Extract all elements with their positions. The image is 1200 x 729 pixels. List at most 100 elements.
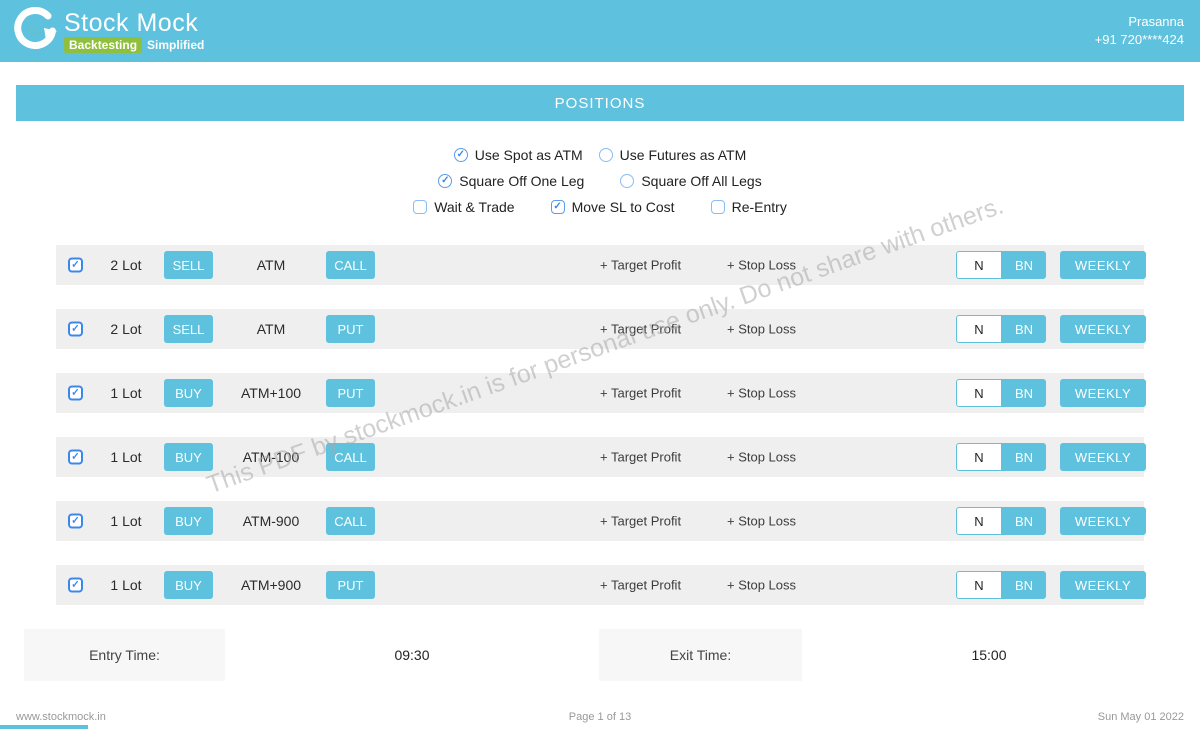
options-row-3: ✓ Wait & Trade ✓ Move SL to Cost ✓ Re-En… xyxy=(413,194,787,220)
index-n-button[interactable]: N xyxy=(956,443,1002,471)
add-stop-loss-button[interactable]: + Stop Loss xyxy=(727,257,797,273)
entry-time-label: Entry Time: xyxy=(24,629,225,681)
brand-suffix: Simplified xyxy=(147,37,205,52)
index-bn-button[interactable]: BN xyxy=(1002,571,1046,599)
option-type-button[interactable]: CALL xyxy=(326,443,375,471)
add-stop-loss-button[interactable]: + Stop Loss xyxy=(727,577,797,593)
brand-title: Stock Mock xyxy=(64,8,199,37)
positions-banner-title: POSITIONS xyxy=(554,94,646,112)
index-bn-button[interactable]: BN xyxy=(1002,443,1046,471)
option-type-button[interactable]: CALL xyxy=(326,251,375,279)
add-target-profit-button[interactable]: + Target Profit xyxy=(600,385,682,401)
option-use-spot-as-atm: ✓ Use Spot as ATM xyxy=(453,147,583,163)
add-stop-loss-button[interactable]: + Stop Loss xyxy=(727,513,797,529)
expiry-button[interactable]: WEEKLY xyxy=(1060,507,1146,535)
add-stop-loss-button[interactable]: + Stop Loss xyxy=(727,321,797,337)
lots-selector[interactable]: 2 Lot xyxy=(110,257,142,273)
lots-selector[interactable]: 1 Lot xyxy=(110,513,142,529)
footer-site-url: www.stockmock.in xyxy=(16,711,106,723)
index-toggle: N BN xyxy=(956,571,1046,599)
option-type-button[interactable]: PUT xyxy=(326,379,375,407)
option-label: Wait & Trade xyxy=(434,199,515,215)
option-use-futures-as-atm: ✓ Use Futures as ATM xyxy=(598,147,747,163)
strike-selector[interactable]: ATM xyxy=(256,321,286,337)
option-re-entry: ✓ Re-Entry xyxy=(710,199,787,215)
side-button[interactable]: BUY xyxy=(164,571,213,599)
check-icon: ✓ xyxy=(71,323,80,334)
index-toggle: N BN xyxy=(956,507,1046,535)
strike-selector[interactable]: ATM xyxy=(256,257,286,273)
expiry-button[interactable]: WEEKLY xyxy=(1060,443,1146,471)
move-sl-to-cost-checkbox[interactable]: ✓ xyxy=(550,200,565,214)
index-n-button[interactable]: N xyxy=(956,507,1002,535)
add-stop-loss-button[interactable]: + Stop Loss xyxy=(727,385,797,401)
check-icon: ✓ xyxy=(456,149,465,160)
row-checkbox[interactable]: ✓ xyxy=(68,449,83,465)
side-button[interactable]: SELL xyxy=(164,315,213,343)
strike-selector[interactable]: ATM-100 xyxy=(242,449,300,465)
index-n-button[interactable]: N xyxy=(956,315,1002,343)
expiry-button[interactable]: WEEKLY xyxy=(1060,571,1146,599)
index-toggle: N BN xyxy=(956,443,1046,471)
position-row-6: ✓ 1 Lot BUY ATM+900 PUT + Target Profit … xyxy=(56,565,1146,605)
re-entry-checkbox[interactable]: ✓ xyxy=(710,200,725,214)
brand-badge: Backtesting xyxy=(64,36,143,53)
side-button[interactable]: SELL xyxy=(164,251,213,279)
option-type-button[interactable]: PUT xyxy=(326,571,375,599)
add-target-profit-button[interactable]: + Target Profit xyxy=(600,449,682,465)
strike-selector[interactable]: ATM+900 xyxy=(240,577,302,593)
square-off-all-legs-checkbox[interactable]: ✓ xyxy=(620,174,635,188)
expiry-button[interactable]: WEEKLY xyxy=(1060,379,1146,407)
side-button[interactable]: BUY xyxy=(164,443,213,471)
lots-selector[interactable]: 1 Lot xyxy=(110,449,142,465)
index-n-button[interactable]: N xyxy=(956,379,1002,407)
time-settings: Entry Time: 09:30 Exit Time: 15:00 xyxy=(24,629,1176,681)
index-bn-button[interactable]: BN xyxy=(1002,315,1046,343)
entry-time-value[interactable]: 09:30 xyxy=(394,647,430,663)
use-spot-as-atm-checkbox[interactable]: ✓ xyxy=(453,148,468,162)
option-label: Move SL to Cost xyxy=(571,199,675,215)
side-button[interactable]: BUY xyxy=(164,379,213,407)
index-toggle: N BN xyxy=(956,315,1046,343)
square-off-one-leg-checkbox[interactable]: ✓ xyxy=(438,174,453,188)
index-bn-button[interactable]: BN xyxy=(1002,507,1046,535)
add-stop-loss-button[interactable]: + Stop Loss xyxy=(727,449,797,465)
row-checkbox[interactable]: ✓ xyxy=(68,513,83,529)
expiry-button[interactable]: WEEKLY xyxy=(1060,251,1146,279)
strike-selector[interactable]: ATM-900 xyxy=(242,513,300,529)
add-target-profit-button[interactable]: + Target Profit xyxy=(600,257,682,273)
index-n-button[interactable]: N xyxy=(956,571,1002,599)
option-type-button[interactable]: CALL xyxy=(326,507,375,535)
check-icon: ✓ xyxy=(71,387,80,398)
index-toggle: N BN xyxy=(956,251,1046,279)
wait-and-trade-checkbox[interactable]: ✓ xyxy=(413,200,428,214)
option-type-button[interactable]: PUT xyxy=(326,315,375,343)
index-bn-button[interactable]: BN xyxy=(1002,251,1046,279)
stockmock-logo-icon xyxy=(10,5,58,58)
option-label: Use Futures as ATM xyxy=(619,147,747,163)
strategy-options: ✓ Use Spot as ATM ✓ Use Futures as ATM ✓… xyxy=(0,142,1200,220)
side-button[interactable]: BUY xyxy=(164,507,213,535)
brand: Stock Mock Backtesting Simplified xyxy=(10,5,204,58)
user-name: Prasanna xyxy=(1128,14,1184,29)
row-checkbox[interactable]: ✓ xyxy=(68,321,83,337)
add-target-profit-button[interactable]: + Target Profit xyxy=(600,321,682,337)
use-futures-as-atm-checkbox[interactable]: ✓ xyxy=(598,148,613,162)
lots-selector[interactable]: 2 Lot xyxy=(110,321,142,337)
lots-selector[interactable]: 1 Lot xyxy=(110,385,142,401)
row-checkbox[interactable]: ✓ xyxy=(68,385,83,401)
strike-selector[interactable]: ATM+100 xyxy=(240,385,302,401)
lots-selector[interactable]: 1 Lot xyxy=(110,577,142,593)
next-page-corner-strip xyxy=(0,725,88,729)
index-bn-button[interactable]: BN xyxy=(1002,379,1046,407)
row-checkbox[interactable]: ✓ xyxy=(68,577,83,593)
exit-time-value[interactable]: 15:00 xyxy=(971,647,1007,663)
expiry-button[interactable]: WEEKLY xyxy=(1060,315,1146,343)
index-n-button[interactable]: N xyxy=(956,251,1002,279)
positions-banner: POSITIONS xyxy=(16,85,1184,121)
row-checkbox[interactable]: ✓ xyxy=(68,257,83,273)
add-target-profit-button[interactable]: + Target Profit xyxy=(600,577,682,593)
user-info: Prasanna +91 720****424 xyxy=(1095,13,1184,49)
check-icon: ✓ xyxy=(441,175,450,186)
add-target-profit-button[interactable]: + Target Profit xyxy=(600,513,682,529)
